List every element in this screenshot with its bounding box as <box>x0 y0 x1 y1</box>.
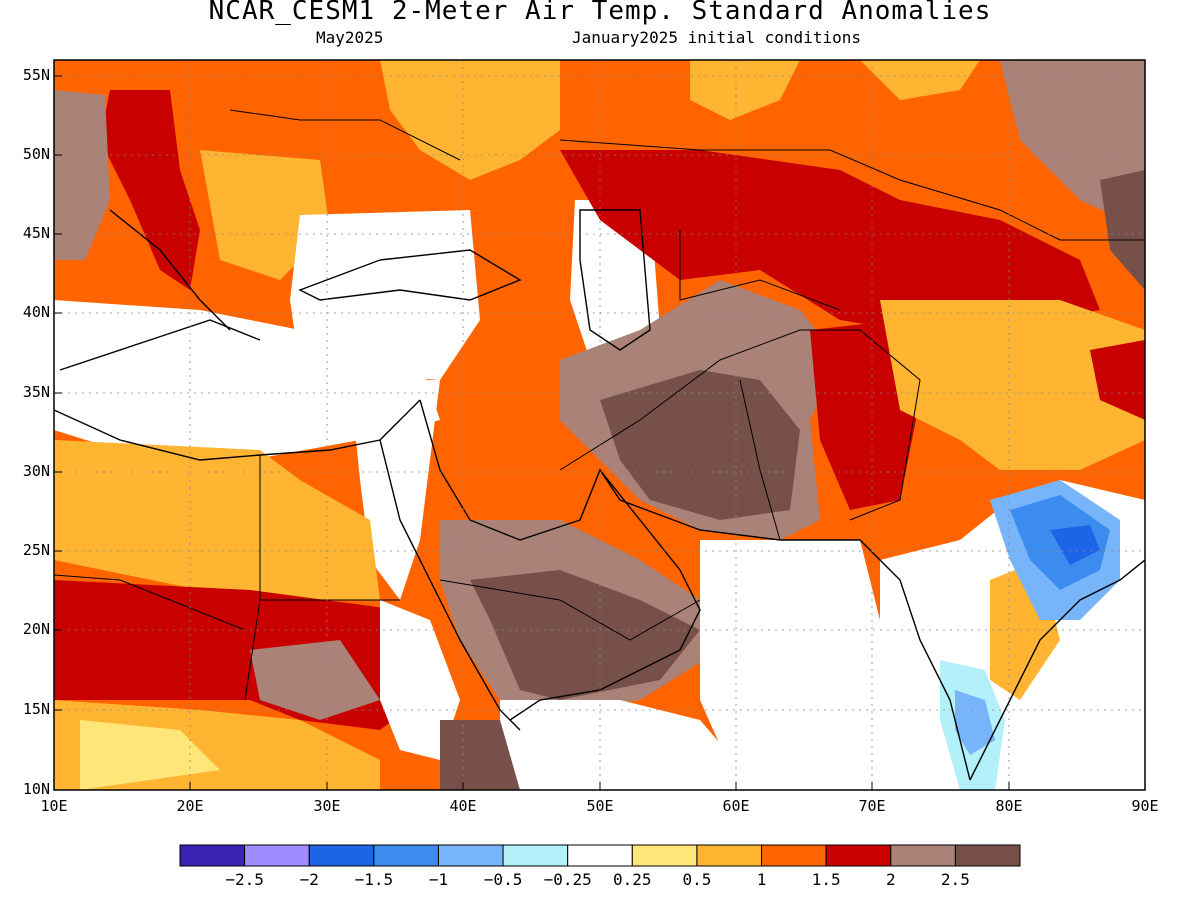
colorbar-swatch <box>890 844 956 867</box>
latitude-label: 20N <box>22 620 50 638</box>
longitude-label: 30E <box>313 797 341 815</box>
longitude-label: 80E <box>995 797 1023 815</box>
longitude-label: 70E <box>858 797 886 815</box>
longitude-label: 10E <box>40 797 68 815</box>
valid-month: May2025 <box>316 28 384 47</box>
colorbar-swatch <box>437 844 504 867</box>
latitude-label: 30N <box>22 462 50 480</box>
anomaly-region <box>290 210 480 380</box>
anomaly-region <box>1090 340 1145 420</box>
colorbar-swatch <box>373 844 439 867</box>
colorbar <box>179 844 1021 867</box>
anomaly-region <box>100 90 200 290</box>
colorbar-swatch <box>696 844 763 867</box>
latitude-label: 45N <box>22 224 50 242</box>
colorbar-swatch <box>567 844 633 867</box>
colorbar-swatch <box>631 844 698 867</box>
colorbar-label: −1 <box>428 870 449 889</box>
colorbar-swatch <box>954 844 1021 867</box>
anomaly-region <box>700 540 880 790</box>
latitude-label: 40N <box>22 303 50 321</box>
latitude-label: 50N <box>22 145 50 163</box>
anomaly-region <box>440 720 520 790</box>
longitude-label: 50E <box>586 797 614 815</box>
latitude-label: 15N <box>22 700 50 718</box>
anomaly-region <box>250 640 380 720</box>
anomaly-region <box>860 60 980 100</box>
anomaly-region <box>470 570 700 700</box>
coastlines <box>53 209 1146 781</box>
colorbar-swatch <box>308 844 375 867</box>
latitude-label: 35N <box>22 383 50 401</box>
colorbar-label: 2 <box>885 870 896 889</box>
colorbar-label: −0.5 <box>483 870 523 889</box>
colorbar-label: −1.5 <box>354 870 394 889</box>
longitude-label: 40E <box>449 797 477 815</box>
anomaly-region <box>600 370 800 520</box>
anomaly-region <box>1050 525 1100 565</box>
colorbar-swatch <box>761 844 827 867</box>
latitude-label: 10N <box>22 780 50 798</box>
anomaly-region <box>955 690 995 755</box>
tick-marks <box>54 75 1010 790</box>
anomaly-region <box>54 440 380 600</box>
anomaly-fields <box>54 60 1145 790</box>
anomaly-region <box>690 60 800 120</box>
longitude-label: 20E <box>176 797 204 815</box>
latitude-label: 55N <box>22 66 50 84</box>
colorbar-label: −0.25 <box>543 870 592 889</box>
colorbar-label: 1 <box>756 870 767 889</box>
colorbar-label: 0.5 <box>682 870 712 889</box>
anomaly-region <box>880 300 1145 470</box>
colorbar-swatch <box>179 844 246 867</box>
anomaly-region <box>80 720 220 790</box>
colorbar-label: −2 <box>299 870 319 889</box>
anomaly-region <box>1100 170 1145 290</box>
anomaly-region <box>54 90 110 260</box>
colorbar-label: −2.5 <box>225 870 264 889</box>
anomaly-region <box>380 60 560 180</box>
anomaly-region <box>500 700 760 790</box>
country-borders <box>53 109 1145 701</box>
anomaly-region <box>560 150 1100 330</box>
gridlines <box>54 60 1145 790</box>
longitude-label: 90E <box>1131 797 1159 815</box>
colorbar-swatch <box>244 844 310 867</box>
map-title: NCAR_CESM1 2-Meter Air Temp. Standard An… <box>208 0 992 26</box>
init-conditions: January2025 initial conditions <box>572 28 861 47</box>
colorbar-label: 1.5 <box>811 870 841 889</box>
colorbar-swatch <box>825 844 892 867</box>
colorbar-label: 2.5 <box>940 870 970 889</box>
latitude-label: 25N <box>22 541 50 559</box>
colorbar-swatch <box>502 844 569 867</box>
longitude-label: 60E <box>722 797 750 815</box>
colorbar-label: 0.25 <box>613 870 652 889</box>
